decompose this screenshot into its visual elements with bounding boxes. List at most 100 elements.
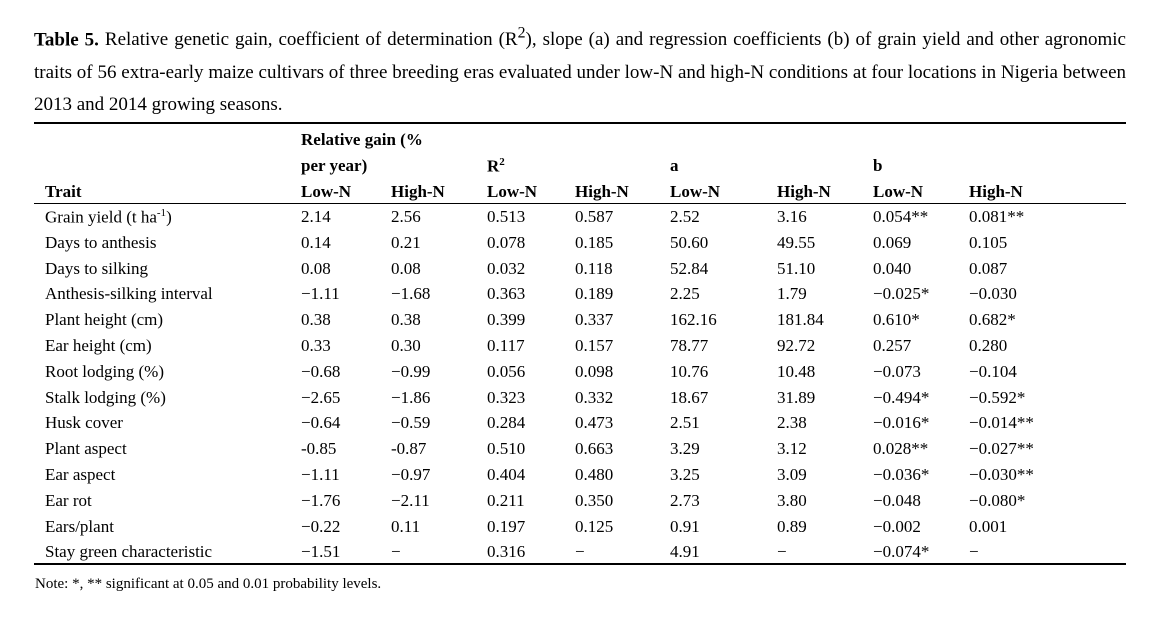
cell-trait: Plant height (cm) bbox=[45, 310, 164, 330]
cell-r2-high-n: 0.157 bbox=[575, 336, 614, 355]
cell-trait: Ears/plant bbox=[45, 516, 114, 536]
cell-b-low-n: 0.054** bbox=[873, 207, 929, 226]
cell-b-low-n: 0.028** bbox=[873, 439, 929, 459]
cell-b-high-n: −0.014** bbox=[969, 413, 1034, 433]
cell-a-high-n: 3.16 bbox=[777, 207, 807, 226]
cell-gain-low-n: −2.65 bbox=[301, 387, 341, 407]
cell-b-high-n: −0.030 bbox=[969, 284, 1017, 304]
cell-b-low-n: −0.073 bbox=[873, 361, 921, 381]
cell-r2-high-n: 0.118 bbox=[575, 258, 613, 278]
cell-a-high-n: − bbox=[777, 542, 787, 562]
header-b: b bbox=[873, 156, 883, 175]
cell-r2-high-n: 0.480 bbox=[575, 465, 614, 484]
cell-a-low-n: 3.25 bbox=[670, 465, 700, 484]
cell-a-low-n: 52.84 bbox=[670, 258, 709, 278]
header-rule bbox=[34, 203, 1126, 204]
header-r2-low-n: Low-N bbox=[487, 182, 538, 201]
cell-r2-low-n: 0.316 bbox=[487, 542, 526, 562]
cell-b-high-n: −0.030** bbox=[969, 465, 1034, 484]
cell-b-low-n: −0.016* bbox=[873, 413, 930, 433]
cell-gain-low-n: −1.76 bbox=[301, 490, 341, 510]
cell-a-high-n: 49.55 bbox=[777, 232, 816, 252]
cell-r2-low-n: 0.510 bbox=[487, 439, 526, 459]
cell-b-high-n: 0.087 bbox=[969, 258, 1008, 278]
cell-a-low-n: 4.91 bbox=[670, 542, 700, 562]
cell-gain-high-n: 0.11 bbox=[391, 516, 421, 536]
cell-a-low-n: 3.29 bbox=[670, 439, 700, 459]
cell-b-high-n: −0.592* bbox=[969, 387, 1026, 407]
cell-b-low-n: −0.025* bbox=[873, 284, 930, 304]
cell-b-high-n: 0.280 bbox=[969, 336, 1008, 355]
cell-gain-low-n: −0.22 bbox=[301, 516, 341, 536]
cell-a-low-n: 0.91 bbox=[670, 516, 700, 536]
header-gain-low-n: Low-N bbox=[301, 182, 352, 201]
cell-r2-low-n: 0.404 bbox=[487, 465, 526, 484]
table-label: Table 5. bbox=[34, 29, 99, 51]
cell-trait: Stalk lodging (%) bbox=[45, 387, 166, 407]
cell-r2-low-n: 0.211 bbox=[487, 490, 525, 510]
cell-r2-low-n: 0.078 bbox=[487, 232, 526, 252]
cell-b-low-n: −0.494* bbox=[873, 387, 930, 407]
cell-gain-high-n: −0.97 bbox=[391, 465, 431, 484]
table-note: Note: *, ** significant at 0.05 and 0.01… bbox=[35, 576, 382, 592]
cell-gain-low-n: −1.11 bbox=[301, 465, 340, 484]
cell-gain-low-n: −0.64 bbox=[301, 413, 341, 433]
cell-a-high-n: 0.89 bbox=[777, 516, 807, 536]
header-relative-gain-line1: Relative gain (% bbox=[301, 130, 423, 149]
table-caption: Table 5. Relative genetic gain, coeffici… bbox=[34, 18, 1126, 122]
header-r2-high-n: High-N bbox=[575, 182, 629, 201]
cell-r2-low-n: 0.284 bbox=[487, 413, 526, 433]
cell-b-low-n: 0.040 bbox=[873, 258, 912, 278]
cell-r2-low-n: 0.197 bbox=[487, 516, 526, 536]
cell-gain-low-n: 0.33 bbox=[301, 336, 331, 355]
cell-b-high-n: −0.080* bbox=[969, 490, 1026, 510]
header-r2: R2 bbox=[487, 156, 505, 176]
cell-gain-high-n: −0.59 bbox=[391, 413, 431, 433]
cell-a-low-n: 18.67 bbox=[670, 387, 709, 407]
cell-a-high-n: 10.48 bbox=[777, 361, 816, 381]
cell-r2-high-n: 0.350 bbox=[575, 490, 614, 510]
cell-gain-low-n: −1.51 bbox=[301, 542, 341, 562]
cell-gain-low-n: 0.08 bbox=[301, 258, 331, 278]
cell-r2-low-n: 0.513 bbox=[487, 207, 526, 226]
cell-gain-high-n: −1.68 bbox=[391, 284, 431, 304]
cell-r2-high-n: 0.663 bbox=[575, 439, 614, 459]
cell-trait: Ear height (cm) bbox=[45, 336, 152, 355]
cell-r2-low-n: 0.323 bbox=[487, 387, 526, 407]
cell-trait: Ear aspect bbox=[45, 465, 116, 484]
cell-b-high-n: 0.105 bbox=[969, 232, 1008, 252]
caption-text: Relative genetic gain, coefficient of de… bbox=[34, 25, 1126, 116]
header-a: a bbox=[670, 156, 679, 175]
header-trait: Trait bbox=[45, 182, 82, 201]
cell-gain-high-n: 0.38 bbox=[391, 310, 421, 330]
cell-a-high-n: 31.89 bbox=[777, 387, 816, 407]
cell-gain-low-n: −1.11 bbox=[301, 284, 340, 304]
cell-a-high-n: 3.12 bbox=[777, 439, 807, 459]
cell-b-high-n: 0.682* bbox=[969, 310, 1016, 330]
cell-a-high-n: 181.84 bbox=[777, 310, 824, 330]
cell-a-low-n: 2.51 bbox=[670, 413, 700, 433]
cell-gain-high-n: 2.56 bbox=[391, 207, 421, 226]
cell-r2-low-n: 0.117 bbox=[487, 336, 525, 355]
cell-a-high-n: 2.38 bbox=[777, 413, 807, 433]
cell-b-low-n: 0.610* bbox=[873, 310, 920, 330]
header-a-high-n: High-N bbox=[777, 182, 831, 201]
cell-trait: Root lodging (%) bbox=[45, 361, 164, 381]
cell-r2-high-n: 0.337 bbox=[575, 310, 614, 330]
header-gain-high-n: High-N bbox=[391, 182, 445, 201]
top-rule bbox=[34, 122, 1126, 124]
cell-r2-high-n: 0.473 bbox=[575, 413, 614, 433]
cell-gain-low-n: 0.38 bbox=[301, 310, 331, 330]
cell-gain-high-n: 0.08 bbox=[391, 258, 421, 278]
cell-gain-low-n: 2.14 bbox=[301, 207, 331, 226]
cell-a-low-n: 2.52 bbox=[670, 207, 700, 226]
cell-trait: Grain yield (t ha-1) bbox=[45, 207, 172, 227]
cell-a-high-n: 3.09 bbox=[777, 465, 807, 484]
bottom-rule bbox=[34, 563, 1126, 565]
cell-b-low-n: −0.002 bbox=[873, 516, 921, 536]
cell-r2-high-n: 0.125 bbox=[575, 516, 614, 536]
cell-gain-high-n: − bbox=[391, 542, 401, 562]
cell-a-low-n: 50.60 bbox=[670, 232, 709, 252]
header-relative-gain-line2: per year) bbox=[301, 156, 368, 175]
cell-gain-high-n: 0.21 bbox=[391, 232, 421, 252]
